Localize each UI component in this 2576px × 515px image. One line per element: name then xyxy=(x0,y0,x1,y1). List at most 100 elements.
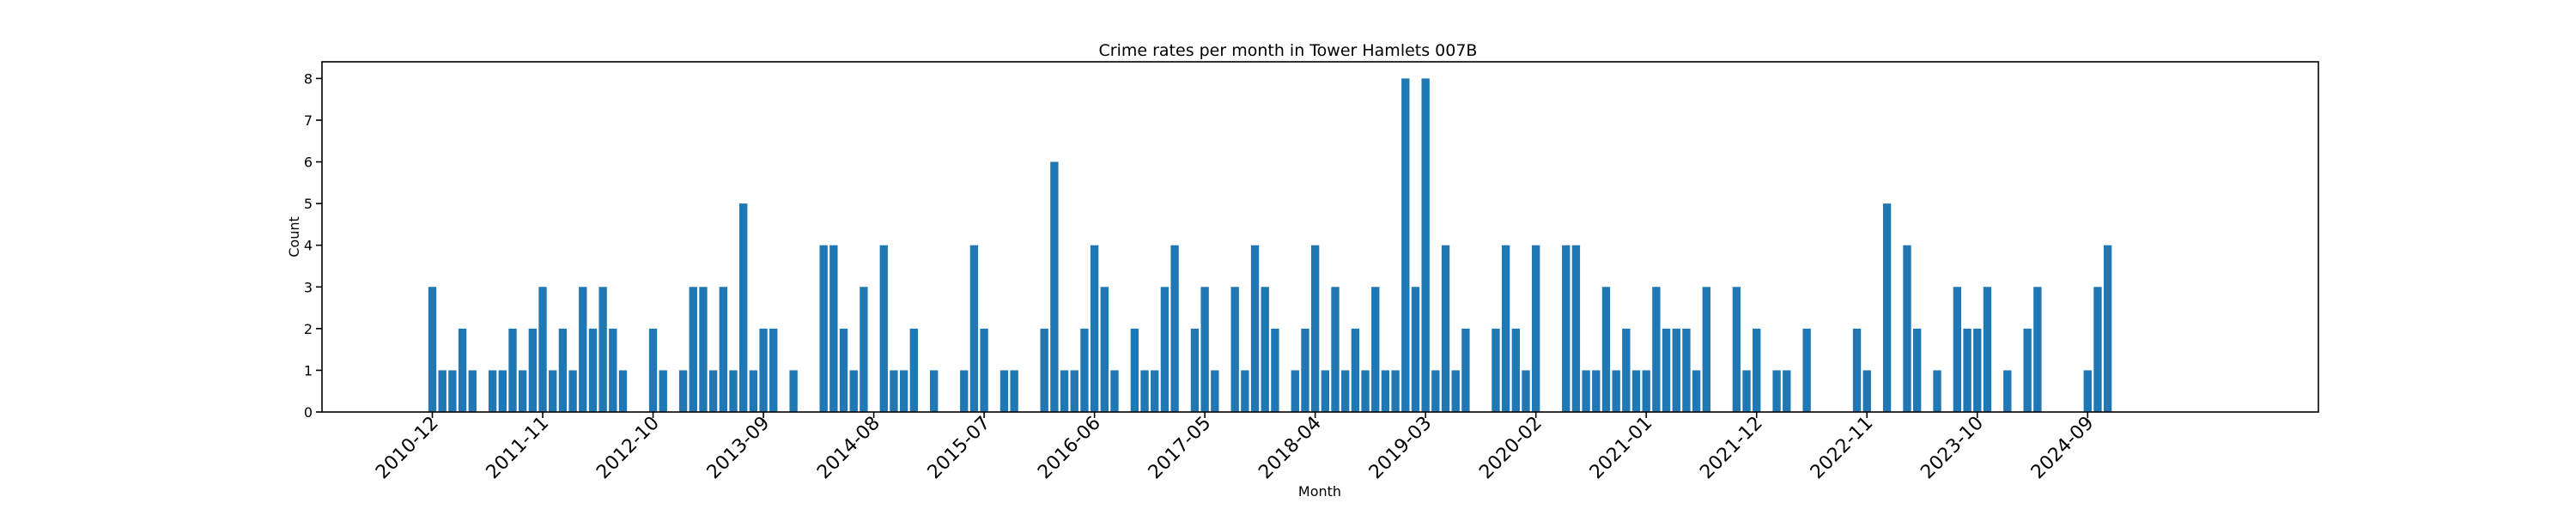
y-tick-label-0: 0 xyxy=(304,404,313,421)
bar-2016-12 xyxy=(1151,370,1159,412)
bar-2018-12 xyxy=(1391,370,1400,412)
bar-2017-12 xyxy=(1271,328,1279,412)
x-tick-label-2022-11: 2022-11 xyxy=(1807,413,1878,484)
bars-group xyxy=(428,78,2112,413)
bar-2014-03 xyxy=(819,245,828,412)
bar-2013-09 xyxy=(759,328,768,412)
bar-2020-08 xyxy=(1592,370,1601,412)
bar-2024-04 xyxy=(2033,287,2042,412)
chart-title: Crime rates per month in Tower Hamlets 0… xyxy=(1099,41,1478,60)
x-tick-label-2013-09: 2013-09 xyxy=(703,413,775,484)
bar-2015-06 xyxy=(969,245,979,412)
y-axis: 0 1 2 3 4 5 6 7 8 xyxy=(304,70,322,421)
bar-2019-01 xyxy=(1401,78,1410,413)
bar-2010-12 xyxy=(428,287,437,412)
x-tick-label-2023-10: 2023-10 xyxy=(1917,413,1988,484)
bar-2011-10 xyxy=(528,328,538,412)
bar-2014-06 xyxy=(849,370,858,412)
bar-2023-08 xyxy=(1953,287,1962,412)
bar-2019-03 xyxy=(1421,78,1430,413)
x-tick-label-2011-11: 2011-11 xyxy=(483,413,554,484)
bar-2013-10 xyxy=(769,328,778,412)
bar-2012-07 xyxy=(618,370,628,412)
bar-2018-03 xyxy=(1301,328,1309,412)
bar-2023-03 xyxy=(1903,245,1911,412)
bar-2013-03 xyxy=(699,287,708,412)
bar-2021-07 xyxy=(1702,287,1710,412)
bar-2021-02 xyxy=(1652,287,1661,412)
bar-2016-04 xyxy=(1070,370,1078,412)
bar-2020-11 xyxy=(1622,328,1631,412)
bar-2024-10 xyxy=(2093,287,2102,412)
axes-frame xyxy=(321,61,2319,413)
bar-2018-04 xyxy=(1310,245,1320,412)
bar-2017-10 xyxy=(1250,245,1260,412)
bar-2012-02 xyxy=(568,370,577,412)
bar-2021-11 xyxy=(1742,370,1751,412)
bar-2014-11 xyxy=(899,370,908,412)
bar-2024-03 xyxy=(2023,328,2032,412)
bar-2018-05 xyxy=(1321,370,1330,412)
bar-2018-07 xyxy=(1341,370,1350,412)
bar-2013-02 xyxy=(689,287,697,412)
bar-2011-02 xyxy=(448,370,457,412)
y-tick-label-7: 7 xyxy=(304,112,313,129)
bar-2018-09 xyxy=(1361,370,1370,412)
bar-2022-11 xyxy=(1862,370,1871,412)
y-tick-label-2: 2 xyxy=(304,321,313,337)
x-tick-label-2021-01: 2021-01 xyxy=(1586,413,1657,484)
bar-2011-07 xyxy=(498,370,507,412)
bar-2023-06 xyxy=(1933,370,1941,412)
bar-2019-05 xyxy=(1441,245,1450,412)
bar-2020-07 xyxy=(1582,370,1590,412)
bar-2019-06 xyxy=(1451,370,1460,412)
bar-2012-01 xyxy=(558,328,568,412)
bar-2013-12 xyxy=(789,370,798,412)
bar-2011-01 xyxy=(438,370,447,412)
bar-2018-08 xyxy=(1351,328,1360,412)
bar-2019-11 xyxy=(1501,245,1510,412)
bar-2016-03 xyxy=(1060,370,1069,412)
bar-2020-09 xyxy=(1601,287,1611,412)
bar-2013-06 xyxy=(729,370,738,412)
bar-2021-10 xyxy=(1732,287,1741,412)
bar-2011-09 xyxy=(518,370,527,412)
bar-2011-11 xyxy=(538,287,547,412)
bar-2015-07 xyxy=(980,328,988,412)
x-tick-label-2024-09: 2024-09 xyxy=(2027,413,2099,484)
x-axis: 2010-12 2011-11 2012-10 2013-09 2014-08 2015-… xyxy=(372,412,2099,484)
bar-2016-10 xyxy=(1130,328,1139,412)
bar-2013-01 xyxy=(678,370,688,412)
bar-2021-06 xyxy=(1692,370,1701,412)
x-tick-label-2012-10: 2012-10 xyxy=(592,413,664,484)
x-tick-label-2016-06: 2016-06 xyxy=(1034,413,1105,484)
bar-2024-09 xyxy=(2083,370,2092,412)
x-tick-label-2019-03: 2019-03 xyxy=(1365,413,1437,484)
bar-2023-10 xyxy=(1973,328,1982,412)
bar-2015-05 xyxy=(960,370,969,412)
x-tick-label-2015-07: 2015-07 xyxy=(924,413,995,484)
bar-2018-11 xyxy=(1381,370,1390,412)
x-tick-label-2020-02: 2020-02 xyxy=(1475,413,1546,484)
bar-2011-03 xyxy=(458,328,467,412)
x-tick-label-2018-04: 2018-04 xyxy=(1255,413,1326,484)
bar-2017-01 xyxy=(1160,287,1170,412)
bar-2012-05 xyxy=(598,287,607,412)
bar-2014-10 xyxy=(890,370,898,412)
bar-2019-12 xyxy=(1511,328,1520,412)
bar-2013-04 xyxy=(708,370,718,412)
bar-2018-02 xyxy=(1291,370,1299,412)
bar-2014-05 xyxy=(839,328,848,412)
bar-2024-11 xyxy=(2103,245,2112,412)
bar-2020-06 xyxy=(1571,245,1581,412)
bar-2021-03 xyxy=(1662,328,1671,412)
bar-2014-09 xyxy=(879,245,888,412)
bar-2023-09 xyxy=(1963,328,1971,412)
x-tick-label-2014-08: 2014-08 xyxy=(813,413,884,484)
bar-2012-10 xyxy=(648,328,658,412)
bar-2011-12 xyxy=(549,370,557,412)
bar-2017-05 xyxy=(1200,287,1209,412)
bar-2016-07 xyxy=(1100,287,1109,412)
bar-2020-01 xyxy=(1522,370,1530,412)
bar-2016-08 xyxy=(1110,370,1119,412)
